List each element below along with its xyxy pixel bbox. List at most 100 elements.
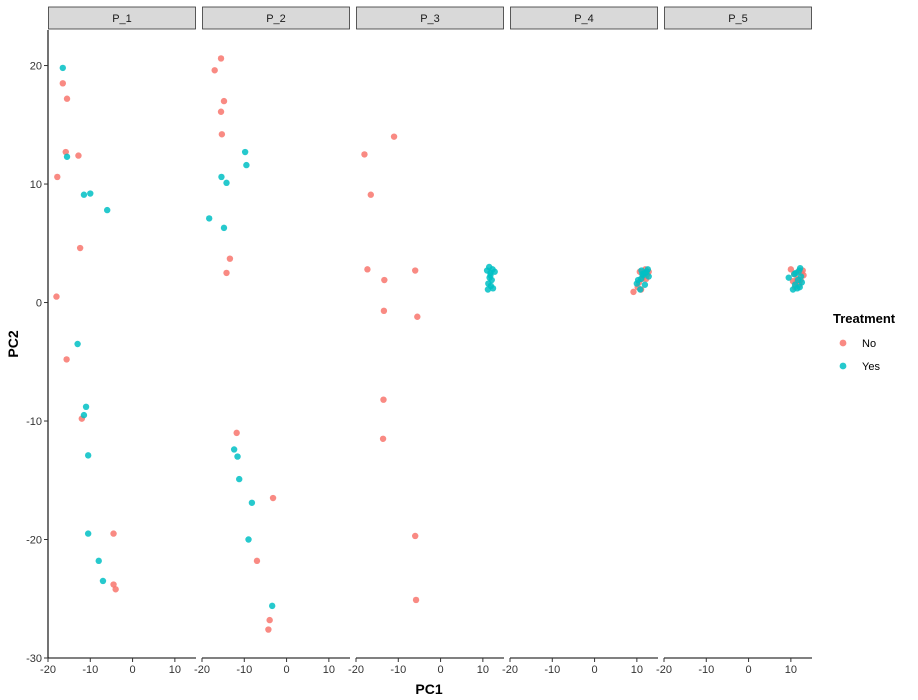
facet-strip-label: P_5 — [728, 13, 748, 25]
data-point-yes — [80, 411, 88, 419]
x-tick-label: -20 — [194, 664, 210, 676]
facet-strip — [48, 6, 196, 30]
facet-strip — [356, 6, 504, 30]
data-point-yes — [230, 446, 238, 453]
y-tick-label: 20 — [30, 61, 42, 73]
data-point-yes — [95, 557, 102, 565]
facet-strip — [510, 6, 658, 30]
data-point-yes — [487, 272, 494, 279]
x-tick-label: -20 — [348, 664, 364, 676]
y-axis: -30 -20 -10 0 10 20 — [26, 30, 49, 665]
y-tick-label: 0 — [36, 298, 42, 310]
data-point-no — [380, 396, 387, 403]
data-point-yes — [74, 340, 81, 348]
y-tick-label: 10 — [30, 179, 42, 191]
data-point-yes — [218, 173, 225, 181]
data-point-no — [380, 307, 388, 315]
data-point-no — [63, 356, 70, 363]
x-tick-label: 0 — [438, 664, 444, 676]
data-point-no — [218, 131, 226, 138]
data-point-no — [76, 244, 84, 252]
x-tick-label: -20 — [656, 664, 672, 676]
data-point-no — [54, 173, 61, 181]
x-tick-label: 0 — [130, 664, 136, 676]
data-point-no — [253, 557, 261, 565]
data-point-no — [390, 133, 398, 140]
y-tick-label: -20 — [26, 535, 42, 547]
data-point-yes — [104, 206, 111, 214]
data-point-yes — [80, 191, 88, 198]
facet-panel: P_5 -20 -10 0 10 — [656, 6, 812, 676]
data-point-yes — [234, 453, 241, 460]
data-point-yes — [59, 64, 66, 72]
y-tick-label: -10 — [26, 416, 42, 428]
x-tick-label: -20 — [502, 664, 518, 676]
data-point-no — [381, 276, 388, 284]
data-point-no — [414, 313, 421, 320]
data-point-no — [787, 266, 795, 273]
data-point-yes — [99, 577, 107, 585]
data-point-yes — [63, 153, 71, 160]
data-point-no — [112, 586, 119, 593]
facet-panel: P_1 -20 -10 0 10 — [40, 6, 196, 676]
data-point-no — [223, 269, 230, 277]
data-point-no — [412, 532, 419, 540]
data-point-no — [226, 255, 234, 262]
data-point-yes — [84, 452, 92, 459]
facet-strip-label: P_1 — [112, 13, 132, 25]
legend-title: Treatment — [833, 311, 896, 326]
legend-label: No — [862, 338, 876, 350]
data-point-no — [379, 435, 387, 442]
data-point-yes — [641, 281, 649, 288]
x-tick-label: 0 — [284, 664, 290, 676]
x-tick-label: -20 — [40, 664, 56, 676]
y-tick-label: -30 — [26, 653, 42, 665]
legend: Treatment No Yes — [833, 311, 896, 373]
data-point-no — [233, 429, 240, 437]
facet-panel: P_3 -20 -10 0 10 — [348, 6, 504, 676]
data-point-yes — [794, 276, 802, 284]
x-tick-label: 10 — [785, 664, 797, 676]
data-point-no — [217, 108, 225, 115]
facet-strip-label: P_2 — [266, 13, 286, 25]
data-point-yes — [82, 403, 90, 410]
data-point-yes — [84, 530, 92, 537]
data-point-yes — [236, 475, 243, 483]
y-axis-title: PC2 — [5, 330, 21, 357]
data-point-no — [75, 152, 82, 159]
x-tick-label: -10 — [544, 664, 560, 676]
data-point-yes — [245, 536, 252, 543]
facet-strip-label: P_4 — [574, 13, 594, 25]
data-point-yes — [241, 148, 249, 156]
data-point-no — [412, 267, 419, 274]
data-point-yes — [796, 264, 804, 272]
data-point-no — [364, 266, 371, 273]
data-point-no — [63, 95, 71, 102]
data-point-yes — [205, 215, 213, 222]
data-point-yes — [634, 276, 642, 284]
data-point-no — [361, 151, 368, 158]
x-tick-label: 10 — [323, 664, 335, 676]
data-point-yes — [87, 190, 94, 197]
data-point-no — [211, 67, 218, 74]
facet-strip — [202, 6, 350, 30]
data-point-yes — [223, 179, 230, 187]
data-point-no — [412, 596, 420, 604]
x-tick-label: -10 — [390, 664, 406, 676]
data-point-yes — [243, 161, 250, 169]
x-tick-label: -10 — [236, 664, 252, 676]
data-point-yes — [645, 273, 652, 280]
x-tick-label: -10 — [698, 664, 714, 676]
facet-panel: P_4 -20 -10 0 10 — [502, 6, 658, 676]
x-tick-label: -10 — [82, 664, 98, 676]
facet-strip — [664, 6, 812, 30]
data-point-no — [220, 97, 228, 105]
data-point-yes — [491, 268, 498, 275]
x-axis-title: PC1 — [415, 681, 442, 697]
data-point-no — [217, 55, 225, 62]
legend-label: Yes — [862, 361, 880, 373]
data-point-no — [53, 293, 60, 300]
data-point-no — [265, 626, 272, 633]
data-point-no — [110, 530, 117, 537]
